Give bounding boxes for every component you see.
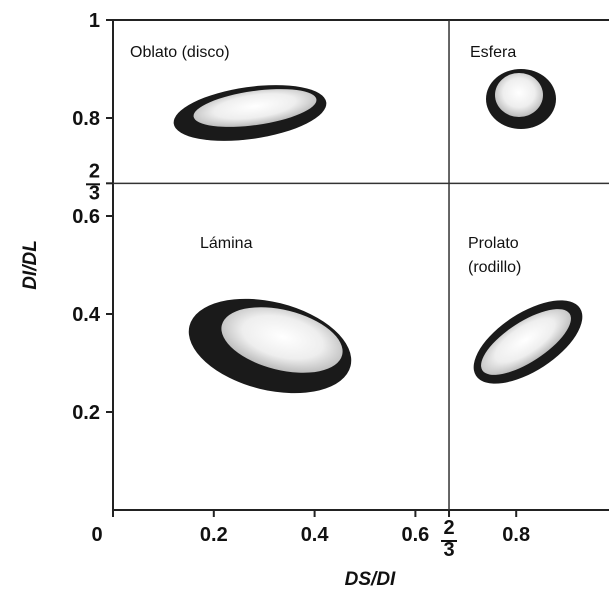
region-label: Lámina — [200, 235, 253, 252]
tick-label: 0.6 — [401, 524, 429, 546]
region-label: Esfera — [470, 44, 516, 61]
tick-label: 0.8 — [502, 524, 530, 546]
clasts — [173, 69, 583, 394]
tick-label: 0.8 — [72, 108, 100, 130]
region-label: (rodillo) — [468, 259, 521, 276]
denominator: 3 — [89, 182, 100, 204]
tick-label: 0.2 — [200, 524, 228, 546]
numerator: 2 — [443, 517, 454, 539]
clast-body — [193, 89, 317, 127]
clast-body — [481, 309, 571, 375]
y-axis-label: DI/DL — [20, 240, 41, 290]
clast-body — [221, 307, 343, 373]
numerator: 2 — [89, 160, 100, 182]
denominator: 3 — [443, 539, 454, 561]
tick-label: 0.4 — [301, 524, 330, 546]
region-label: Prolato — [468, 235, 519, 252]
tick-label: 0 — [91, 524, 102, 546]
tick-label: 0.2 — [72, 402, 100, 424]
tick-label: 1 — [89, 10, 100, 32]
tick-label: 0.4 — [72, 304, 101, 326]
tick-label: 0.6 — [72, 206, 100, 228]
region-label: Oblato (disco) — [130, 44, 230, 61]
x-axis-label: DS/DI — [345, 569, 396, 590]
clast-body — [495, 73, 543, 117]
